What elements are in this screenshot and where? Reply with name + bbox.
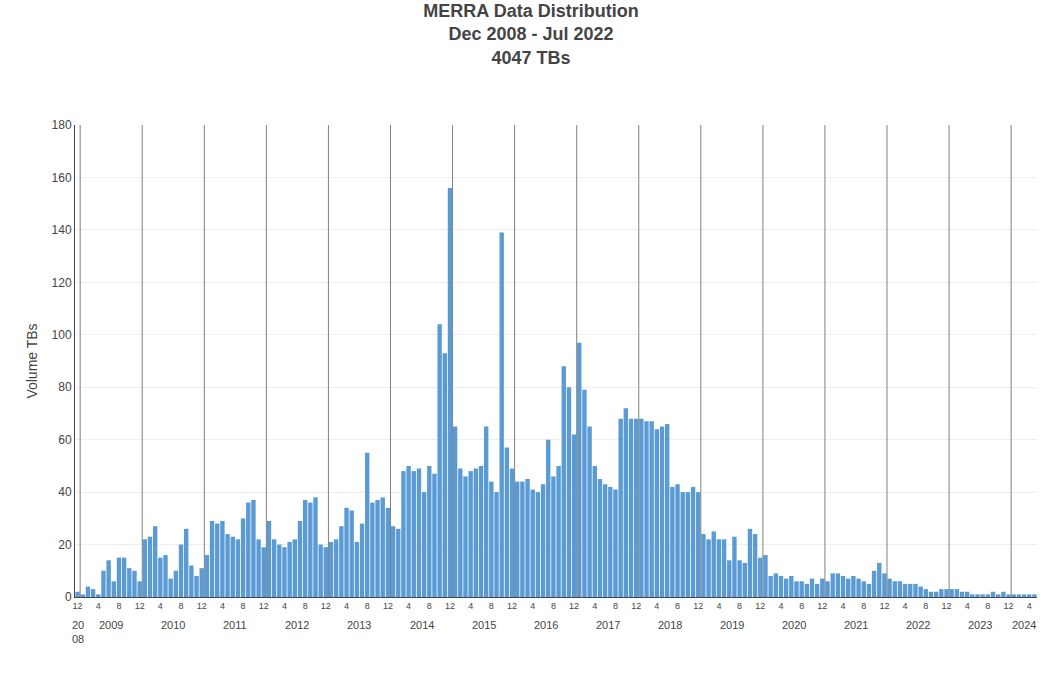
svg-text:12: 12 xyxy=(941,601,951,611)
svg-text:2012: 2012 xyxy=(285,619,309,631)
svg-text:160: 160 xyxy=(52,171,72,185)
svg-text:4: 4 xyxy=(965,601,970,611)
svg-text:12: 12 xyxy=(135,601,145,611)
svg-text:2023: 2023 xyxy=(968,619,992,631)
svg-text:MERRA Data DistributionDec 200: MERRA Data DistributionDec 2008 - Jul 20… xyxy=(423,1,638,68)
svg-text:2021: 2021 xyxy=(844,619,868,631)
svg-text:12: 12 xyxy=(507,601,517,611)
svg-text:4: 4 xyxy=(530,601,535,611)
svg-text:2016: 2016 xyxy=(534,619,558,631)
svg-text:8: 8 xyxy=(179,601,184,611)
svg-text:4: 4 xyxy=(344,601,349,611)
svg-text:8: 8 xyxy=(799,601,804,611)
svg-text:8: 8 xyxy=(737,601,742,611)
svg-text:12: 12 xyxy=(383,601,393,611)
svg-text:12: 12 xyxy=(817,601,827,611)
svg-text:4: 4 xyxy=(592,601,597,611)
svg-text:12: 12 xyxy=(569,601,579,611)
svg-text:8: 8 xyxy=(116,601,121,611)
svg-text:2014: 2014 xyxy=(410,619,434,631)
svg-text:8: 8 xyxy=(241,601,246,611)
svg-text:40: 40 xyxy=(58,485,72,499)
svg-text:4: 4 xyxy=(841,601,846,611)
svg-text:Volume TBs: Volume TBs xyxy=(24,323,40,398)
svg-text:2022: 2022 xyxy=(906,619,930,631)
svg-text:80: 80 xyxy=(58,380,72,394)
svg-text:4: 4 xyxy=(654,601,659,611)
svg-text:2020: 2020 xyxy=(782,619,806,631)
svg-text:2017: 2017 xyxy=(596,619,620,631)
svg-text:8: 8 xyxy=(551,601,556,611)
svg-text:8: 8 xyxy=(427,601,432,611)
svg-text:180: 180 xyxy=(52,118,72,132)
svg-text:4: 4 xyxy=(158,601,163,611)
svg-text:12: 12 xyxy=(693,601,703,611)
svg-text:8: 8 xyxy=(861,601,866,611)
svg-text:12: 12 xyxy=(631,601,641,611)
svg-text:12: 12 xyxy=(259,601,269,611)
svg-text:12: 12 xyxy=(321,601,331,611)
svg-text:8: 8 xyxy=(613,601,618,611)
svg-text:8: 8 xyxy=(303,601,308,611)
svg-text:4: 4 xyxy=(96,601,101,611)
svg-text:4: 4 xyxy=(406,601,411,611)
svg-text:12: 12 xyxy=(1004,601,1014,611)
svg-text:8: 8 xyxy=(675,601,680,611)
svg-text:4: 4 xyxy=(903,601,908,611)
svg-text:8: 8 xyxy=(985,601,990,611)
svg-text:60: 60 xyxy=(58,433,72,447)
svg-text:4: 4 xyxy=(220,601,225,611)
svg-text:12: 12 xyxy=(879,601,889,611)
svg-text:2015: 2015 xyxy=(472,619,496,631)
svg-text:4: 4 xyxy=(1027,601,1032,611)
svg-text:2019: 2019 xyxy=(720,619,744,631)
svg-text:20: 20 xyxy=(58,538,72,552)
svg-text:8: 8 xyxy=(923,601,928,611)
svg-text:2018: 2018 xyxy=(658,619,682,631)
svg-text:4: 4 xyxy=(778,601,783,611)
svg-text:100: 100 xyxy=(52,328,72,342)
svg-text:2008: 2008 xyxy=(72,619,84,645)
svg-text:12: 12 xyxy=(73,601,83,611)
svg-text:120: 120 xyxy=(52,276,72,290)
svg-text:140: 140 xyxy=(52,223,72,237)
svg-text:4: 4 xyxy=(716,601,721,611)
svg-text:0: 0 xyxy=(65,590,72,604)
svg-text:4: 4 xyxy=(282,601,287,611)
svg-text:4: 4 xyxy=(468,601,473,611)
svg-text:12: 12 xyxy=(445,601,455,611)
svg-text:2024: 2024 xyxy=(1012,619,1036,631)
svg-text:12: 12 xyxy=(197,601,207,611)
svg-text:2013: 2013 xyxy=(347,619,371,631)
svg-text:2010: 2010 xyxy=(161,619,185,631)
svg-text:8: 8 xyxy=(365,601,370,611)
svg-text:2009: 2009 xyxy=(99,619,123,631)
svg-text:2011: 2011 xyxy=(223,619,247,631)
svg-text:12: 12 xyxy=(755,601,765,611)
svg-text:8: 8 xyxy=(489,601,494,611)
